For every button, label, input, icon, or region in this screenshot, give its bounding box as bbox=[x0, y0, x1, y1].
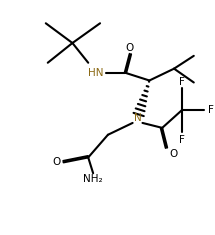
Text: HN: HN bbox=[88, 68, 104, 78]
Text: NH₂: NH₂ bbox=[83, 174, 103, 184]
Text: F: F bbox=[179, 135, 185, 145]
Text: O: O bbox=[52, 157, 61, 167]
Text: F: F bbox=[208, 105, 213, 115]
Text: O: O bbox=[126, 43, 134, 53]
Text: O: O bbox=[169, 149, 177, 159]
Text: N: N bbox=[134, 113, 141, 123]
Text: F: F bbox=[179, 78, 185, 87]
